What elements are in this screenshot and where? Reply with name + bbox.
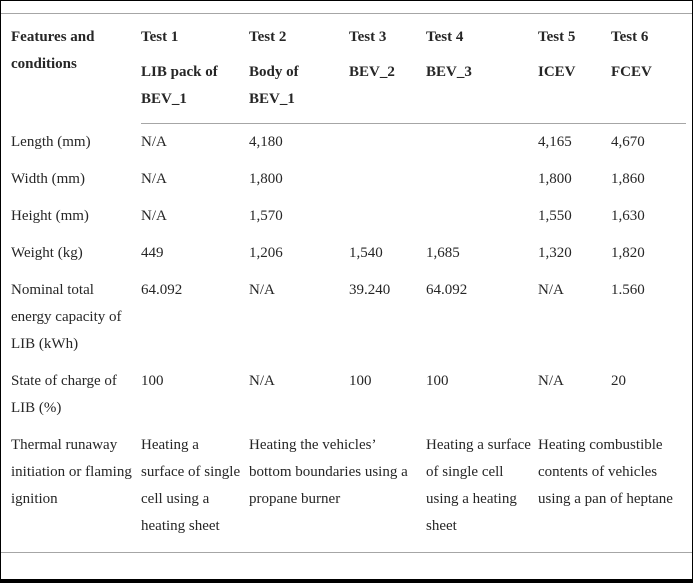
- table-cell: 1.560: [611, 282, 645, 298]
- test-2-subtitle: Body of BEV_1: [249, 64, 299, 107]
- row-label-energy-capacity: Nominal total energy capacity of LIB (kW…: [11, 282, 122, 352]
- row-label-height: Height (mm): [11, 208, 89, 224]
- table-cell: 1,685: [426, 245, 460, 261]
- table-cell: N/A: [249, 282, 275, 298]
- table-cell: N/A: [538, 282, 564, 298]
- test-2-title: Test 2: [249, 29, 287, 45]
- header-test-5: Test 5 ICEV: [538, 14, 611, 124]
- header-test-6: Test 6 FCEV: [611, 14, 686, 124]
- row-label-width: Width (mm): [11, 171, 85, 187]
- table-row-state-of-charge: State of charge of LIB (%) 100 N/A 100 1…: [11, 363, 686, 427]
- table-cell: [426, 198, 538, 235]
- table-cell: 64.092: [426, 282, 468, 298]
- table-cell: 449: [141, 245, 164, 261]
- table-cell: 1,820: [611, 245, 645, 261]
- test-5-subtitle: ICEV: [538, 64, 576, 80]
- table-cell: 1,800: [538, 171, 572, 187]
- table-cell: N/A: [141, 134, 167, 150]
- table-sheet: Features and conditions Test 1 LIB pack …: [1, 13, 692, 553]
- table-row-width: Width (mm) N/A 1,800 1,800 1,860: [11, 161, 686, 198]
- table-cell: 4,670: [611, 134, 645, 150]
- test-3-subtitle: BEV_2: [349, 64, 395, 80]
- table-cell: [349, 124, 426, 162]
- header-test-4: Test 4 BEV_3: [426, 14, 538, 124]
- header-row: Features and conditions Test 1 LIB pack …: [11, 14, 686, 124]
- table-cell-thermal-test-4: Heating a surface of single cell using a…: [426, 437, 531, 534]
- table-cell: 100: [141, 373, 164, 389]
- table-row-length: Length (mm) N/A 4,180 4,165 4,670: [11, 124, 686, 162]
- table-row-thermal-runaway: Thermal runaway initiation or flaming ig…: [11, 427, 686, 552]
- table-row-height: Height (mm) N/A 1,570 1,550 1,630: [11, 198, 686, 235]
- table-cell: N/A: [141, 208, 167, 224]
- table-cell: 1,320: [538, 245, 572, 261]
- table-cell: 39.240: [349, 282, 391, 298]
- test-1-subtitle: LIB pack of BEV_1: [141, 64, 218, 107]
- table-cell: N/A: [141, 171, 167, 187]
- table-cell: 1,800: [249, 171, 283, 187]
- table-cell: N/A: [538, 373, 564, 389]
- table-cell: 100: [349, 373, 372, 389]
- test-4-subtitle: BEV_3: [426, 64, 472, 80]
- table-cell: [426, 161, 538, 198]
- table-cell: 100: [426, 373, 449, 389]
- header-test-3: Test 3 BEV_2: [349, 14, 426, 124]
- table-cell: 4,165: [538, 134, 572, 150]
- test-4-title: Test 4: [426, 29, 464, 45]
- table-cell: 1,570: [249, 208, 283, 224]
- table-cell: 1,206: [249, 245, 283, 261]
- table-cell: 1,860: [611, 171, 645, 187]
- table-cell: 20: [611, 373, 626, 389]
- header-features-and-conditions: Features and conditions: [11, 29, 95, 72]
- table-cell: [349, 161, 426, 198]
- table-cell: 4,180: [249, 134, 283, 150]
- table-cell-thermal-test-2-3: Heating the vehicles’ bottom boundaries …: [249, 437, 408, 507]
- table-cell: [426, 124, 538, 162]
- table-cell: 1,540: [349, 245, 383, 261]
- row-label-length: Length (mm): [11, 133, 91, 150]
- table-row-energy-capacity: Nominal total energy capacity of LIB (kW…: [11, 272, 686, 363]
- table-row-weight: Weight (kg) 449 1,206 1,540 1,685 1,320 …: [11, 235, 686, 272]
- row-label-weight: Weight (kg): [11, 245, 83, 261]
- table-cell: 64.092: [141, 282, 183, 298]
- table-cell: N/A: [249, 373, 275, 389]
- table-cell-thermal-test-5-6: Heating combustible contents of vehicles…: [538, 437, 673, 507]
- table-cell: [349, 198, 426, 235]
- test-3-title: Test 3: [349, 29, 387, 45]
- test-6-subtitle: FCEV: [611, 64, 652, 80]
- test-1-title: Test 1: [141, 29, 179, 45]
- row-label-thermal-runaway: Thermal runaway initiation or flaming ig…: [11, 437, 132, 507]
- row-label-state-of-charge: State of charge of LIB (%): [11, 373, 117, 416]
- test-6-title: Test 6: [611, 29, 649, 45]
- header-test-2: Test 2 Body of BEV_1: [249, 14, 349, 124]
- table-cell-thermal-test-1: Heating a surface of single cell using a…: [141, 437, 241, 534]
- vehicle-fire-test-table: Features and conditions Test 1 LIB pack …: [11, 14, 686, 552]
- test-5-title: Test 5: [538, 29, 576, 45]
- header-test-1: Test 1 LIB pack of BEV_1: [141, 14, 249, 124]
- table-cell: 1,630: [611, 208, 645, 224]
- table-cell: 1,550: [538, 208, 572, 224]
